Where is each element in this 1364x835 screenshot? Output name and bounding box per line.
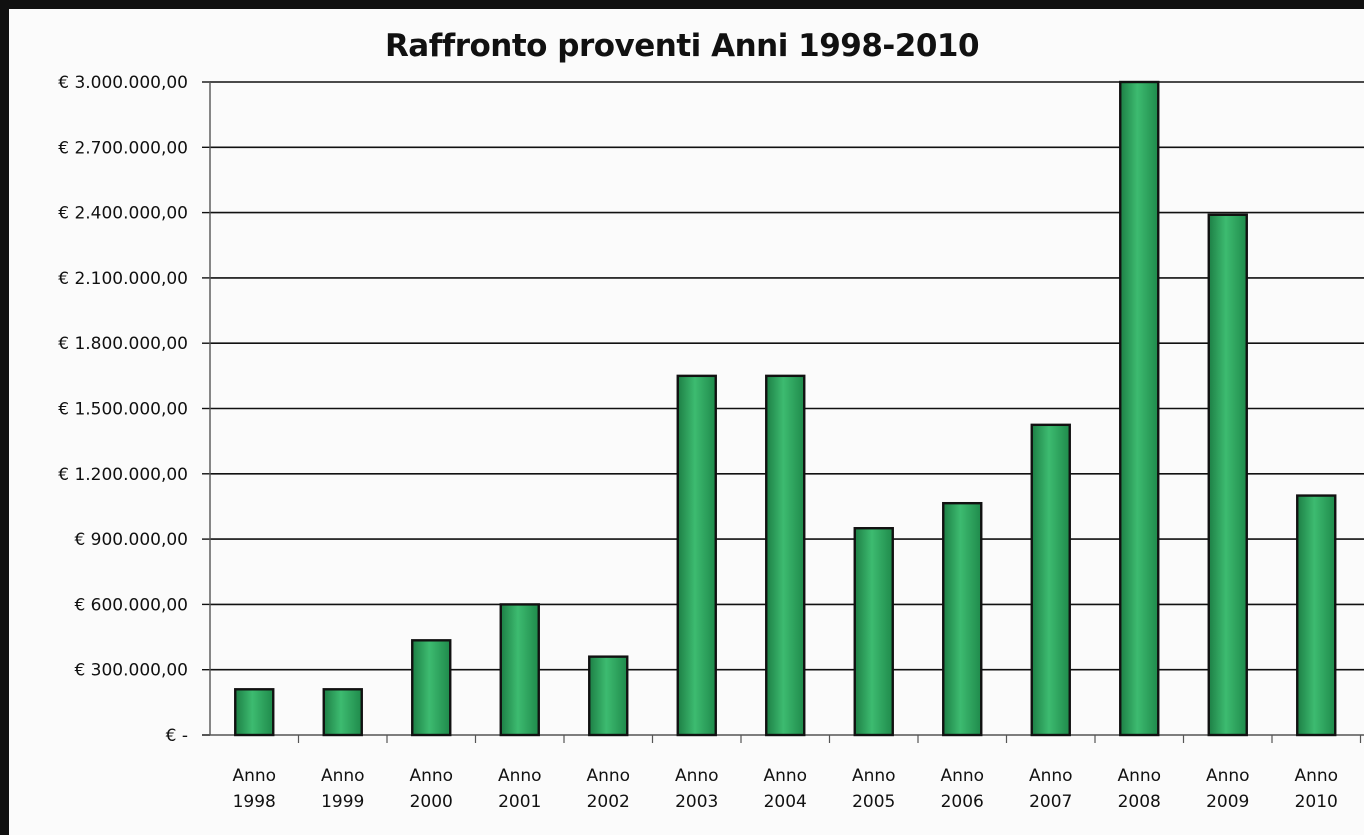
x-tick-label-line2: 2001	[498, 792, 541, 812]
x-tick-label-line1: Anno	[940, 766, 984, 786]
y-tick-label: € 2.400.000,00	[58, 204, 188, 224]
y-tick-label: € 3.000.000,00	[58, 73, 188, 93]
y-tick-label: € 2.700.000,00	[58, 138, 188, 158]
bar-1999	[322, 688, 363, 737]
x-tick-label-line2: 2003	[675, 792, 718, 812]
bar-2006	[942, 501, 983, 737]
x-tick-label-line2: 2009	[1206, 792, 1249, 812]
bar-2004	[765, 374, 806, 737]
bar-2003	[676, 374, 717, 737]
x-tick-label-line1: Anno	[1206, 766, 1250, 786]
x-tick-label-line2: 1999	[321, 792, 364, 812]
bar-2007	[1030, 423, 1071, 737]
x-tick-label-line1: Anno	[586, 766, 630, 786]
x-tick-label-line2: 2000	[410, 792, 453, 812]
y-tick-label: € 600.000,00	[74, 595, 188, 615]
y-tick-label: € 300.000,00	[74, 661, 188, 681]
x-tick-label-line1: Anno	[321, 766, 365, 786]
bar-2001	[499, 603, 540, 737]
bar-2002	[588, 655, 629, 737]
bar-2009	[1207, 213, 1248, 737]
y-tick-label: € 2.100.000,00	[58, 269, 188, 289]
x-tick-label-line1: Anno	[232, 766, 276, 786]
bar-2010	[1296, 494, 1337, 737]
y-tick-label: € 1.200.000,00	[58, 465, 188, 485]
x-tick-label-line1: Anno	[498, 766, 542, 786]
x-tick-label-line2: 2007	[1029, 792, 1072, 812]
x-tick-label-line2: 2008	[1118, 792, 1161, 812]
x-tick-label-line1: Anno	[409, 766, 453, 786]
y-tick-label: € -	[166, 726, 188, 746]
x-tick-label-line2: 2002	[587, 792, 630, 812]
x-tick-label-line1: Anno	[1029, 766, 1073, 786]
x-tick-label-line1: Anno	[675, 766, 719, 786]
x-tick-label-line1: Anno	[852, 766, 896, 786]
bar-2008	[1119, 80, 1160, 737]
bars	[234, 80, 1337, 737]
y-tick-labels: € - € 300.000,00 € 600.000,00 € 900.000,00 €…	[58, 73, 188, 746]
y-tick-label: € 1.800.000,00	[58, 334, 188, 354]
chart-title: Raffronto proventi Anni 1998-2010	[384, 28, 980, 64]
x-tick-label-line2: 2005	[852, 792, 895, 812]
x-tick-label-line2: 2006	[941, 792, 984, 812]
y-tick-label: € 1.500.000,00	[58, 400, 188, 420]
x-tick-label-line2: 2010	[1295, 792, 1338, 812]
x-tick-label-line2: 1998	[233, 792, 276, 812]
y-tick-label: € 900.000,00	[74, 530, 188, 550]
bar-2005	[853, 527, 894, 737]
bar-1998	[234, 688, 275, 737]
x-tick-label-line1: Anno	[1294, 766, 1338, 786]
x-tick-label-line1: Anno	[1117, 766, 1161, 786]
x-tick-label-line1: Anno	[763, 766, 807, 786]
bar-2000	[411, 639, 452, 737]
x-tick-label-line2: 2004	[764, 792, 807, 812]
x-tick-labels: Anno 1998 Anno 1999 Anno 2000 Anno 2001 Anno 2002…	[232, 766, 1338, 812]
